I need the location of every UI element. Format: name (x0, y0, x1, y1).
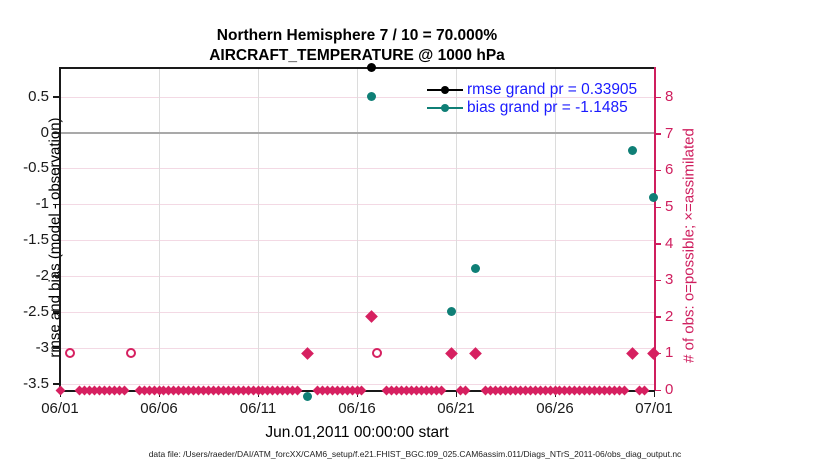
x-axis-tick-label: 06/06 (140, 400, 178, 417)
x-axis-tick-label: 06/21 (437, 400, 475, 417)
x-axis-tick-label: 06/01 (41, 400, 79, 417)
rmse-legend-marker-icon (441, 85, 449, 94)
left-axis-tick-label: -0.5 (23, 159, 49, 177)
legend-item-rmse: rmse grand pr = 0.33905 (427, 81, 637, 99)
right-axis-tick-label: 5 (665, 198, 674, 216)
x-axis-tick-label: 06/26 (536, 400, 574, 417)
right-axis-tick-label: 1 (665, 344, 674, 362)
rmse-legend-line (427, 85, 463, 94)
right-axis-tick-label: 8 (665, 88, 674, 106)
vertical-gridline (159, 68, 160, 390)
right-axis-tick-label: 2 (665, 307, 674, 325)
left-axis-tick-label: 0 (40, 123, 49, 141)
left-axis-tick (53, 311, 60, 313)
right-axis-tick (654, 279, 661, 282)
x-axis-tick-label: 06/11 (239, 400, 277, 417)
left-axis-tick (53, 167, 60, 170)
right-axis-tick-label: 3 (665, 271, 674, 289)
legend-label-rmse: rmse grand pr = 0.33905 (467, 81, 638, 98)
left-axis-tick (53, 275, 60, 277)
right-axis-tick (654, 133, 661, 135)
rmse-marker (367, 63, 377, 72)
plot-area: 0.5 0 -0.5 -1 -1.5 -2 -2.5 -3 -3.5 0 1 2 3 4 5 6 7 8 06/01… (23, 63, 673, 417)
left-axis-tick-label: -1 (35, 195, 49, 213)
bias-marker (627, 145, 637, 155)
right-axis-tick-label: 7 (665, 124, 674, 142)
right-axis-tick-label: 4 (665, 234, 674, 252)
vertical-gridline (60, 68, 61, 390)
top-spine (60, 67, 654, 69)
left-axis-tick-label: -1.5 (23, 231, 49, 249)
right-axis-tick (654, 206, 661, 209)
right-axis-tick-label: 6 (665, 161, 674, 179)
obs-assimilated-marker (625, 347, 639, 360)
bias-legend-line (427, 103, 463, 112)
right-axis-tick (654, 96, 661, 99)
left-axis-tick (53, 347, 60, 349)
left-axis-tick-label: -2 (35, 266, 49, 284)
x-axis-tick (653, 390, 655, 397)
left-axis-tick-label: -3.5 (23, 374, 49, 392)
bias-marker (648, 192, 658, 202)
bias-marker (471, 264, 481, 274)
vertical-gridline (555, 68, 556, 390)
legend: rmse grand pr = 0.33905 bias grand pr = … (427, 81, 637, 117)
x-axis-tick (455, 390, 457, 397)
right-axis-tick (654, 243, 661, 245)
left-axis-tick (53, 383, 60, 385)
x-axis-label: Jun.01,2011 00:00:00 start (265, 424, 449, 441)
left-axis-tick-label: -2.5 (23, 302, 49, 320)
vertical-gridline (456, 68, 457, 390)
title-line-2: AIRCRAFT_TEMPERATURE @ 1000 hPa (209, 47, 505, 64)
legend-label-bias: bias grand pr = -1.1485 (467, 99, 628, 116)
left-axis-tick (53, 239, 60, 242)
right-spine (654, 67, 656, 391)
bias-marker (367, 92, 377, 102)
title-line-1: Northern Hemisphere 7 / 10 = 70.000% (216, 27, 498, 44)
chart-title: Northern Hemisphere 7 / 10 = 70.000% AIR… (60, 26, 654, 66)
left-axis-tick-label: 0.5 (28, 87, 49, 105)
right-y-axis-label: # of obs: o=possible; ×=assimilated (680, 128, 698, 363)
bias-legend-marker-icon (441, 103, 449, 112)
legend-item-bias: bias grand pr = -1.1485 (427, 99, 637, 117)
obs-assimilated-marker (646, 347, 660, 360)
zero-reference-line (60, 131, 654, 134)
right-axis-tick (654, 389, 661, 391)
left-axis-tick (53, 96, 60, 98)
obs-possible-marker (64, 348, 75, 359)
obs-assimilated-marker (469, 347, 483, 360)
right-axis-tick (654, 169, 661, 172)
vertical-gridline (258, 68, 259, 390)
bias-marker (446, 307, 456, 317)
left-axis-tick (53, 203, 60, 206)
obs-assimilated-marker (301, 347, 314, 360)
obs-possible-marker (126, 348, 137, 359)
right-axis-tick-label: 0 (665, 381, 674, 398)
left-axis-tick (53, 132, 60, 134)
right-axis-tick (654, 316, 661, 318)
bias-marker (303, 391, 312, 401)
obs-possible-marker (371, 348, 382, 359)
data-file-footer: data file: /Users/raeder/DAI/ATM_forcXX/… (148, 449, 682, 459)
x-axis-tick-label: 06/16 (338, 400, 376, 417)
x-axis-tick-label: 07/01 (635, 400, 673, 417)
left-axis-tick-label: -3 (35, 338, 49, 356)
vertical-gridline (357, 68, 358, 390)
left-spine (59, 67, 61, 391)
